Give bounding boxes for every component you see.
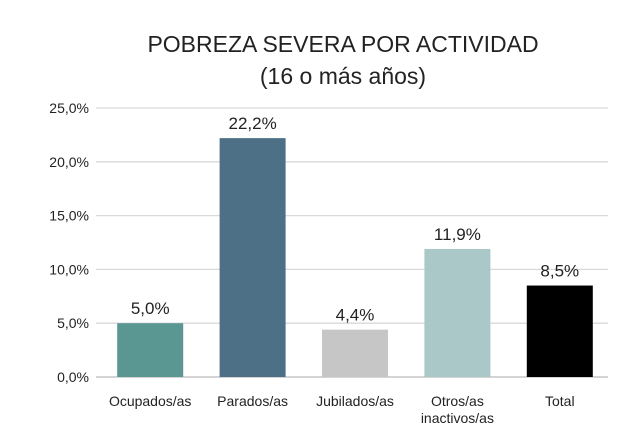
bar (322, 329, 388, 377)
data-label: 8,5% (540, 262, 579, 281)
x-category-label: inactivos/as (421, 410, 494, 426)
bar (526, 285, 593, 377)
data-label: 22,2% (228, 114, 276, 133)
bar (117, 323, 184, 377)
chart-title-line-2: (16 o más años) (260, 63, 426, 89)
bar (219, 138, 286, 377)
y-tick-label: 20,0% (49, 154, 89, 170)
y-tick-label: 5,0% (57, 315, 89, 331)
x-category-label: Total (545, 393, 575, 409)
chart-title-line-1: POBREZA SEVERA POR ACTIVIDAD (147, 31, 538, 57)
y-tick-label: 15,0% (49, 208, 89, 224)
y-tick-label: 0,0% (57, 369, 89, 385)
y-tick-label: 10,0% (49, 261, 89, 277)
x-category-label: Otros/as (431, 393, 484, 409)
y-tick-label: 25,0% (49, 100, 89, 116)
y-axis: 0,0% 5,0% 10,0% 15,0% 20,0% 25,0% (49, 100, 89, 385)
x-category-label: Parados/as (217, 393, 288, 409)
data-label: 5,0% (131, 299, 170, 318)
data-label: 4,4% (336, 306, 375, 325)
x-category-label: Ocupados/as (109, 393, 192, 409)
bar (424, 248, 491, 377)
bars: 5,0% 22,2% 4,4% 11,9% 8,5% (117, 114, 593, 377)
x-category-label: Jubilados/as (316, 393, 394, 409)
x-axis: Ocupados/as Parados/as Jubilados/as Otros/a… (109, 393, 575, 426)
data-label: 11,9% (434, 225, 481, 244)
